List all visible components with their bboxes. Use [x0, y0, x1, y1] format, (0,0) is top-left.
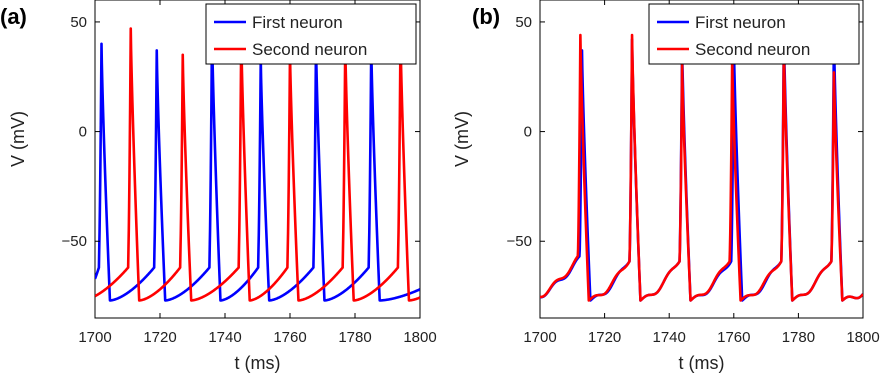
- x-tick-label: 1700: [523, 329, 556, 346]
- chart-panel-b: 1700 1720 1740 1760 1780 1800 −50 0 50 t (ms) V (m…: [452, 0, 880, 373]
- x-tick-label: 1740: [653, 329, 686, 346]
- legend-label-second-neuron: Second neuron: [252, 40, 367, 59]
- y-axis-label: V (mV): [8, 111, 28, 167]
- x-tick-label: 1740: [208, 329, 241, 346]
- y-tick-label: 0: [524, 124, 532, 141]
- legend-label-second-neuron: Second neuron: [695, 40, 810, 59]
- x-tick-label: 1800: [403, 329, 436, 346]
- legend-box: [648, 3, 860, 65]
- x-axis-label: t (ms): [235, 353, 281, 373]
- series-line-second-neuron: [540, 33, 863, 302]
- x-tick-label: 1700: [78, 329, 111, 346]
- series-line-second-neuron: [95, 27, 420, 302]
- chart-panel-a: 1700 1720 1740 1760 1780 1800 −50 0 50 t (ms) V (m…: [0, 0, 437, 373]
- x-axis-label: t (ms): [679, 353, 725, 373]
- series-line-first-neuron: [95, 29, 420, 302]
- y-tick-label: 0: [79, 124, 87, 141]
- panel-label: (a): [0, 4, 27, 29]
- legend-label-first-neuron: First neuron: [252, 13, 343, 32]
- x-tick-label: 1780: [782, 329, 815, 346]
- x-tick-label: 1720: [143, 329, 176, 346]
- y-tick-label: 50: [515, 14, 532, 31]
- panel-label: (b): [472, 4, 500, 29]
- x-tick-label: 1720: [588, 329, 621, 346]
- x-tick-label: 1800: [846, 329, 879, 346]
- legend-label-first-neuron: First neuron: [695, 13, 786, 32]
- y-tick-label: 50: [70, 14, 87, 31]
- y-axis-label: V (mV): [452, 111, 472, 167]
- x-tick-label: 1760: [273, 329, 306, 346]
- y-tick-label: −50: [507, 233, 532, 250]
- x-tick-label: 1780: [338, 329, 371, 346]
- legend-box: [205, 3, 417, 65]
- y-tick-label: −50: [62, 233, 87, 250]
- x-tick-label: 1760: [717, 329, 750, 346]
